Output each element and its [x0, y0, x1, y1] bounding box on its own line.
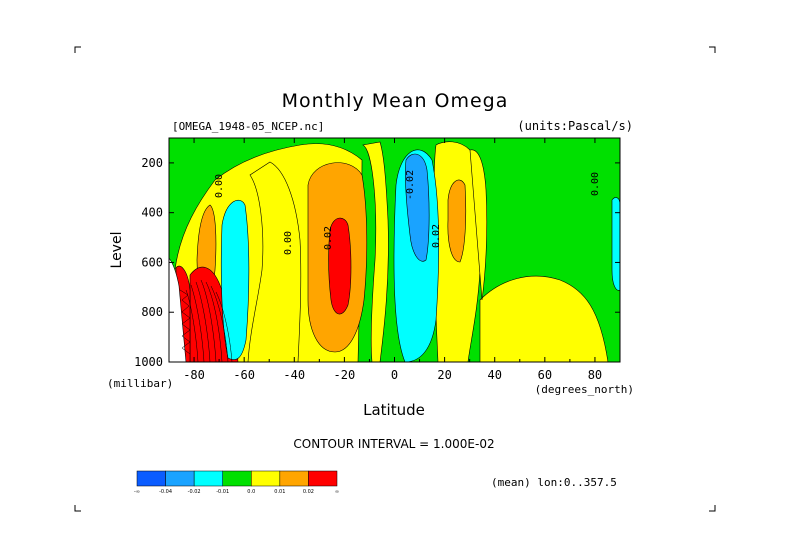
colorbar-swatch [308, 470, 338, 487]
colorbar: -∞ -0.04 -0.02 -0.01 0.0 0.01 0.02 ∞ [134, 470, 339, 495]
x-tick-label: -40 [283, 368, 305, 382]
field-blue [405, 153, 430, 262]
contour-label: 0.02 [431, 224, 442, 248]
units-label: (units:Pascal/s) [517, 119, 633, 133]
contour-label: 0.00 [283, 231, 294, 255]
mean-longitude-text: (mean) lon:0..357.5 [491, 476, 617, 489]
colorbar-label: -∞ [134, 489, 140, 495]
colorbar-swatch [136, 470, 166, 487]
x-tick-label: 60 [538, 368, 552, 382]
contour-lines [179, 279, 233, 362]
y-tick-label: 600 [141, 255, 163, 269]
y-axis-unit: (millibar) [107, 377, 173, 390]
colorbar-label: ∞ [335, 489, 339, 495]
colorbar-label: -0.01 [216, 489, 229, 495]
x-axis-unit: (degrees_north) [535, 383, 634, 396]
x-tick-label: 20 [437, 368, 451, 382]
y-tick-label: 800 [141, 305, 163, 319]
x-tick-label: -60 [233, 368, 255, 382]
colorbar-label: -0.02 [188, 489, 201, 495]
x-tick-label: 40 [487, 368, 501, 382]
contour-label: 0.00 [590, 172, 601, 196]
contour-interval-text: CONTOUR INTERVAL = 1.000E-02 [293, 437, 494, 451]
x-axis: -80 -60 -40 -20 0 20 40 60 80 [168, 138, 621, 382]
y-axis-label: Level [109, 232, 125, 269]
colorbar-label: 0.01 [274, 489, 285, 495]
contour-labels: 0.00 0.00 -0.02 0.02 0.02 0.00 [214, 170, 601, 255]
contour-label: -0.02 [405, 170, 416, 200]
x-tick-label: -20 [334, 368, 356, 382]
y-tick-label: 200 [141, 156, 163, 170]
plot-area: 0.00 0.00 -0.02 0.02 0.02 0.00 [169, 138, 620, 362]
colorbar-swatch [193, 470, 223, 487]
y-axis: 200 400 600 800 1000 [134, 156, 620, 369]
x-tick-label: 0 [391, 368, 398, 382]
y-tick-label: 400 [141, 206, 163, 220]
contour-label: 0.02 [323, 226, 334, 250]
contour-label: 0.00 [214, 174, 225, 198]
colorbar-label: -0.04 [159, 489, 172, 495]
colorbar-swatch [251, 470, 281, 487]
colorbar-swatch [222, 470, 252, 487]
colorbar-swatch [279, 470, 309, 487]
x-axis-label: Latitude [363, 401, 425, 419]
y-tick-label: 1000 [134, 355, 163, 369]
x-tick-label: -80 [183, 368, 205, 382]
colorbar-label: 0.0 [247, 489, 255, 495]
colorbar-label: 0.02 [303, 489, 314, 495]
corner-marks [74, 46, 716, 512]
x-tick-label: 80 [588, 368, 602, 382]
colorbar-swatch [165, 470, 195, 487]
file-label: [OMEGA_1948-05_NCEP.nc] [172, 120, 324, 133]
chart-title: Monthly Mean Omega [282, 90, 509, 112]
